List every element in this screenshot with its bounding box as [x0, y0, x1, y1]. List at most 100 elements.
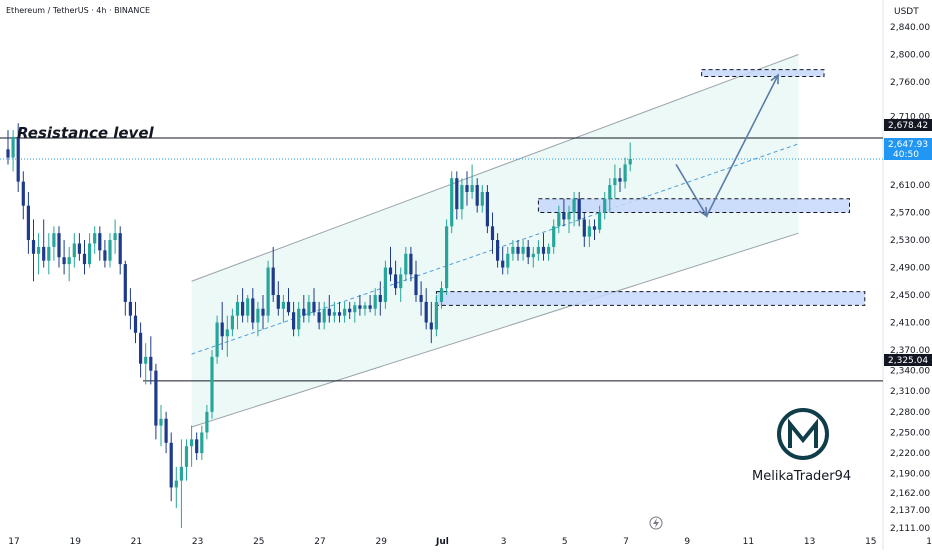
candle[interactable]	[628, 142, 632, 172]
candle[interactable]	[133, 301, 138, 344]
time-axis[interactable]: 17 19 21 23 25 27 29 Jul 3 5 7 9 11 13 15 17	[8, 537, 932, 547]
candle[interactable]	[210, 350, 214, 419]
candle[interactable]	[256, 301, 260, 337]
replay-icon[interactable]	[649, 516, 663, 530]
candle[interactable]	[404, 246, 408, 282]
candle[interactable]	[220, 301, 224, 351]
candle[interactable]	[429, 301, 433, 344]
candle[interactable]	[363, 301, 367, 316]
candle[interactable]	[618, 167, 622, 192]
candle[interactable]	[302, 295, 306, 323]
candle[interactable]	[506, 246, 510, 275]
candle[interactable]	[317, 301, 321, 330]
candle[interactable]	[424, 288, 428, 330]
candle[interactable]	[603, 191, 607, 220]
candle[interactable]	[455, 171, 459, 220]
candle[interactable]	[388, 246, 393, 282]
channel-upper-line[interactable]	[191, 54, 799, 282]
candle[interactable]	[37, 233, 41, 275]
candle[interactable]	[62, 240, 66, 275]
candle[interactable]	[230, 308, 234, 337]
candle[interactable]	[541, 233, 546, 261]
candle[interactable]	[409, 246, 413, 282]
candle[interactable]	[82, 240, 87, 275]
candle[interactable]	[139, 322, 143, 378]
candle[interactable]	[215, 315, 219, 364]
candle[interactable]	[276, 281, 280, 316]
candle[interactable]	[567, 205, 571, 234]
candle[interactable]	[195, 432, 199, 460]
candle[interactable]	[149, 336, 153, 385]
candle[interactable]	[516, 240, 520, 261]
candle[interactable]	[307, 295, 311, 323]
candle[interactable]	[394, 260, 398, 296]
candle[interactable]	[557, 205, 561, 234]
candle[interactable]	[353, 301, 357, 323]
candle[interactable]	[526, 240, 530, 265]
candle[interactable]	[118, 226, 122, 275]
candle[interactable]	[128, 288, 132, 330]
candle[interactable]	[169, 432, 173, 502]
candle[interactable]	[501, 246, 505, 275]
candle[interactable]	[536, 240, 540, 261]
candle[interactable]	[241, 288, 245, 323]
candle[interactable]	[547, 243, 551, 261]
zone-box-0[interactable]	[537, 198, 851, 214]
candle[interactable]	[123, 260, 127, 316]
candle[interactable]	[154, 363, 158, 440]
candle[interactable]	[327, 295, 331, 323]
candle[interactable]	[460, 178, 464, 220]
candle[interactable]	[450, 171, 454, 234]
candle[interactable]	[93, 226, 97, 254]
candle[interactable]	[552, 219, 556, 254]
candle[interactable]	[184, 439, 189, 481]
candle[interactable]	[235, 295, 240, 330]
candle[interactable]	[246, 295, 250, 323]
candle[interactable]	[562, 198, 566, 227]
candle[interactable]	[72, 233, 76, 268]
candle[interactable]	[108, 233, 112, 268]
candle[interactable]	[598, 205, 602, 234]
candle[interactable]	[57, 226, 61, 268]
candle[interactable]	[378, 281, 382, 316]
candle[interactable]	[368, 295, 372, 313]
candle[interactable]	[587, 219, 591, 247]
candle[interactable]	[179, 439, 183, 528]
price-axis[interactable]: 2,840.002,800.002,760.002,710.002,660.00…	[890, 23, 930, 534]
zone-box-2[interactable]	[701, 69, 825, 77]
candle[interactable]	[205, 404, 209, 440]
candle[interactable]	[582, 212, 586, 247]
candle[interactable]	[332, 301, 336, 323]
candle[interactable]	[225, 315, 229, 357]
candle[interactable]	[592, 219, 597, 241]
candle[interactable]	[261, 295, 265, 330]
candle[interactable]	[42, 219, 46, 268]
candle[interactable]	[475, 178, 479, 213]
candle[interactable]	[480, 185, 484, 213]
candle[interactable]	[98, 226, 102, 261]
candle[interactable]	[200, 425, 204, 460]
candle[interactable]	[322, 301, 326, 330]
candle[interactable]	[383, 260, 387, 309]
candle[interactable]	[312, 288, 316, 316]
candle[interactable]	[159, 404, 163, 447]
candle[interactable]	[297, 301, 301, 337]
candle[interactable]	[88, 233, 92, 268]
candle[interactable]	[144, 343, 148, 385]
candle[interactable]	[113, 219, 117, 254]
candle[interactable]	[103, 240, 107, 268]
candle[interactable]	[485, 185, 489, 234]
candle[interactable]	[572, 191, 576, 227]
candle[interactable]	[343, 301, 347, 323]
candle[interactable]	[77, 233, 81, 261]
candle[interactable]	[511, 240, 515, 261]
candle[interactable]	[16, 123, 20, 192]
candle[interactable]	[414, 260, 418, 302]
candle[interactable]	[490, 212, 495, 254]
projection-layer[interactable]	[675, 73, 779, 218]
candle[interactable]	[52, 226, 56, 261]
candle[interactable]	[521, 240, 525, 261]
candle[interactable]	[445, 219, 449, 296]
candle[interactable]	[47, 233, 51, 275]
